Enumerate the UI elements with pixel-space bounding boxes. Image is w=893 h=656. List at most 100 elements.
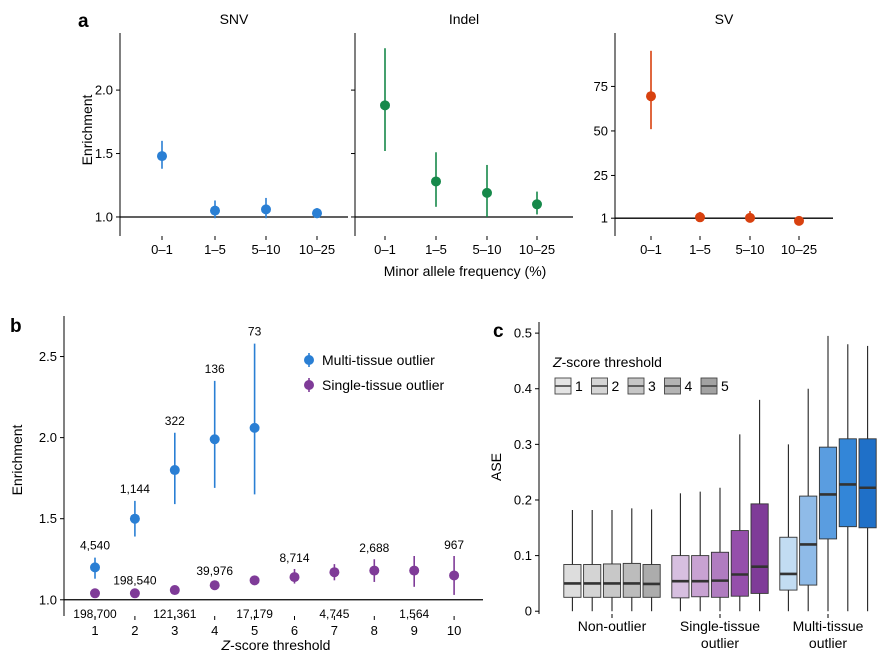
panel-c-label: c xyxy=(493,321,504,342)
single-count-label-6: 4,745 xyxy=(319,607,349,621)
panel-b-xtick-label-2: 3 xyxy=(171,623,178,638)
box-2-0 xyxy=(779,536,798,591)
facet-1-xtick-label-1: 1–5 xyxy=(425,242,447,257)
box-0-3 xyxy=(622,562,641,598)
legend-marker-0 xyxy=(304,355,314,365)
facet-2-ytick-label-2: 50 xyxy=(594,123,608,138)
facet-2-ytick-label-1: 25 xyxy=(594,168,608,183)
panel-b-ytick-label-3: 2.5 xyxy=(39,349,57,364)
box-0-1 xyxy=(583,564,602,598)
panel-b-xtick-label-8: 9 xyxy=(411,623,418,638)
facet-1-point-0 xyxy=(380,100,390,111)
multi-count-label-0: 4,540 xyxy=(80,539,110,553)
facet-2-xtick-label-0: 0–1 xyxy=(640,242,662,257)
panel-b-xtick-label-5: 6 xyxy=(291,623,298,638)
series-0-point-4 xyxy=(249,422,260,433)
legend-label-1: Single-tissue outlier xyxy=(322,377,445,393)
facet-2-point-2 xyxy=(745,212,755,223)
single-count-label-9: 967 xyxy=(444,538,464,552)
group-label-1-line-0: Single-tissue xyxy=(680,618,760,634)
box-2-1 xyxy=(799,495,818,586)
panel-b-xtick-label-1: 2 xyxy=(131,623,138,638)
panel-c-ylabel: ASE xyxy=(488,453,504,481)
facet-2-point-0 xyxy=(646,91,656,102)
series-1-point-4 xyxy=(249,575,260,586)
box-0-4 xyxy=(642,564,661,598)
facet-0-ytick-label-1: 1.5 xyxy=(95,146,113,161)
panel-b-ytick-label-1: 1.5 xyxy=(39,511,57,526)
chart-a-enrichment-by-maf: SNV 1.0 1.5 2.0 0–1 1–5 5–10 10–25 Indel 0–1 1–5 5–… xyxy=(95,11,833,257)
panel-c-ytick-label-4: 0.4 xyxy=(514,381,532,396)
legend-key-label-4: 5 xyxy=(721,378,729,394)
legend-title-z: Z xyxy=(552,354,562,370)
legend-title: Z-score threshold xyxy=(552,354,662,370)
panel-c-ytick-label-2: 0.2 xyxy=(514,492,532,507)
facet-1-xtick-label-0: 0–1 xyxy=(374,242,396,257)
box-1-3 xyxy=(730,530,749,597)
legend-key-label-3: 4 xyxy=(685,378,693,394)
series-0-point-3 xyxy=(209,434,220,445)
series-1-point-9 xyxy=(449,570,460,581)
legend-label-0: Multi-tissue outlier xyxy=(322,352,435,368)
panel-b-xtick-label-6: 7 xyxy=(331,623,338,638)
panel-b-label: b xyxy=(10,316,22,337)
group-label-2-line-1: outlier xyxy=(809,635,847,651)
facet-0-ytick-label-2: 2.0 xyxy=(95,83,113,98)
facet-2-xtick-label-2: 5–10 xyxy=(736,242,765,257)
chart-b-enrichment-by-zscore: 1.0 1.5 2.0 2.5 1 2 3 4 5 6 7 8 9 10 4,540 1,144 322 136 7… xyxy=(39,316,483,638)
facet-title-0: SNV xyxy=(220,11,249,27)
legend-key-label-0: 1 xyxy=(575,378,583,394)
series-0-point-1 xyxy=(129,513,140,524)
series-1-point-2 xyxy=(169,585,180,596)
chart-c-ase-boxplots: 0 0.1 0.2 0.3 0.4 0.5 Non-outlier Single-tissue… xyxy=(514,322,877,651)
facet-0-point-3 xyxy=(312,208,322,219)
single-count-label-1: 198,540 xyxy=(113,574,157,588)
panel-b-ytick-label-0: 1.0 xyxy=(39,592,57,607)
panel-b-ylabel: Enrichment xyxy=(9,424,25,495)
group-label-0-line-0: Non-outlier xyxy=(578,618,647,634)
multi-count-label-3: 136 xyxy=(205,362,225,376)
facet-0-xtick-label-0: 0–1 xyxy=(151,242,173,257)
facet-2-point-1 xyxy=(695,212,705,223)
panel-c-ytick-label-3: 0.3 xyxy=(514,437,532,452)
box-2-3 xyxy=(838,438,857,528)
box-1-2 xyxy=(710,551,730,598)
facet-1-point-2 xyxy=(482,187,492,198)
facet-2-ytick-label-0: 1 xyxy=(601,211,608,226)
box-1-0 xyxy=(671,555,690,599)
series-1-point-1 xyxy=(129,588,140,599)
series-1-point-5 xyxy=(289,572,300,583)
facet-0-xtick-label-1: 1–5 xyxy=(204,242,226,257)
single-count-label-8: 1,564 xyxy=(399,607,429,621)
facet-2-point-3 xyxy=(794,215,804,226)
multi-count-label-4: 73 xyxy=(248,325,262,339)
group-label-1-line-1: outlier xyxy=(701,635,739,651)
series-0-point-0 xyxy=(90,562,100,573)
facet-0-point-0 xyxy=(157,151,167,162)
series-1-point-7 xyxy=(369,565,380,576)
panel-c-ytick-label-0: 0 xyxy=(525,604,532,619)
panel-b-xtick-label-7: 8 xyxy=(371,623,378,638)
facet-0-ytick-label-0: 1.0 xyxy=(95,209,113,224)
box-2-4 xyxy=(858,438,877,529)
panel-b-xtick-label-4: 5 xyxy=(251,623,258,638)
panel-a-label: a xyxy=(78,11,89,32)
facet-2-xtick-label-1: 1–5 xyxy=(689,242,711,257)
group-label-2-line-0: Multi-tissue xyxy=(793,618,864,634)
series-1-point-3 xyxy=(209,580,220,591)
panel-a-xlabel: Minor allele frequency (%) xyxy=(384,263,547,279)
facet-2-xtick-label-3: 10–25 xyxy=(781,242,817,257)
panel-a-ylabel: Enrichment xyxy=(79,94,95,165)
panel-b-xtick-label-3: 4 xyxy=(211,623,218,638)
single-count-label-5: 8,714 xyxy=(279,551,309,565)
facet-title-1: Indel xyxy=(449,11,479,27)
facet-1-point-1 xyxy=(431,176,441,187)
multi-count-label-1: 1,144 xyxy=(120,482,150,496)
panel-b-xtick-label-0: 1 xyxy=(91,623,98,638)
single-count-label-3: 39,976 xyxy=(196,564,233,578)
panel-b-ytick-label-2: 2.0 xyxy=(39,430,57,445)
panel-b-xlabel: Z-score threshold xyxy=(221,637,331,653)
legend-title-rest: -score threshold xyxy=(562,354,662,370)
box-0-2 xyxy=(602,563,622,598)
facet-0-xtick-label-3: 10–25 xyxy=(299,242,335,257)
